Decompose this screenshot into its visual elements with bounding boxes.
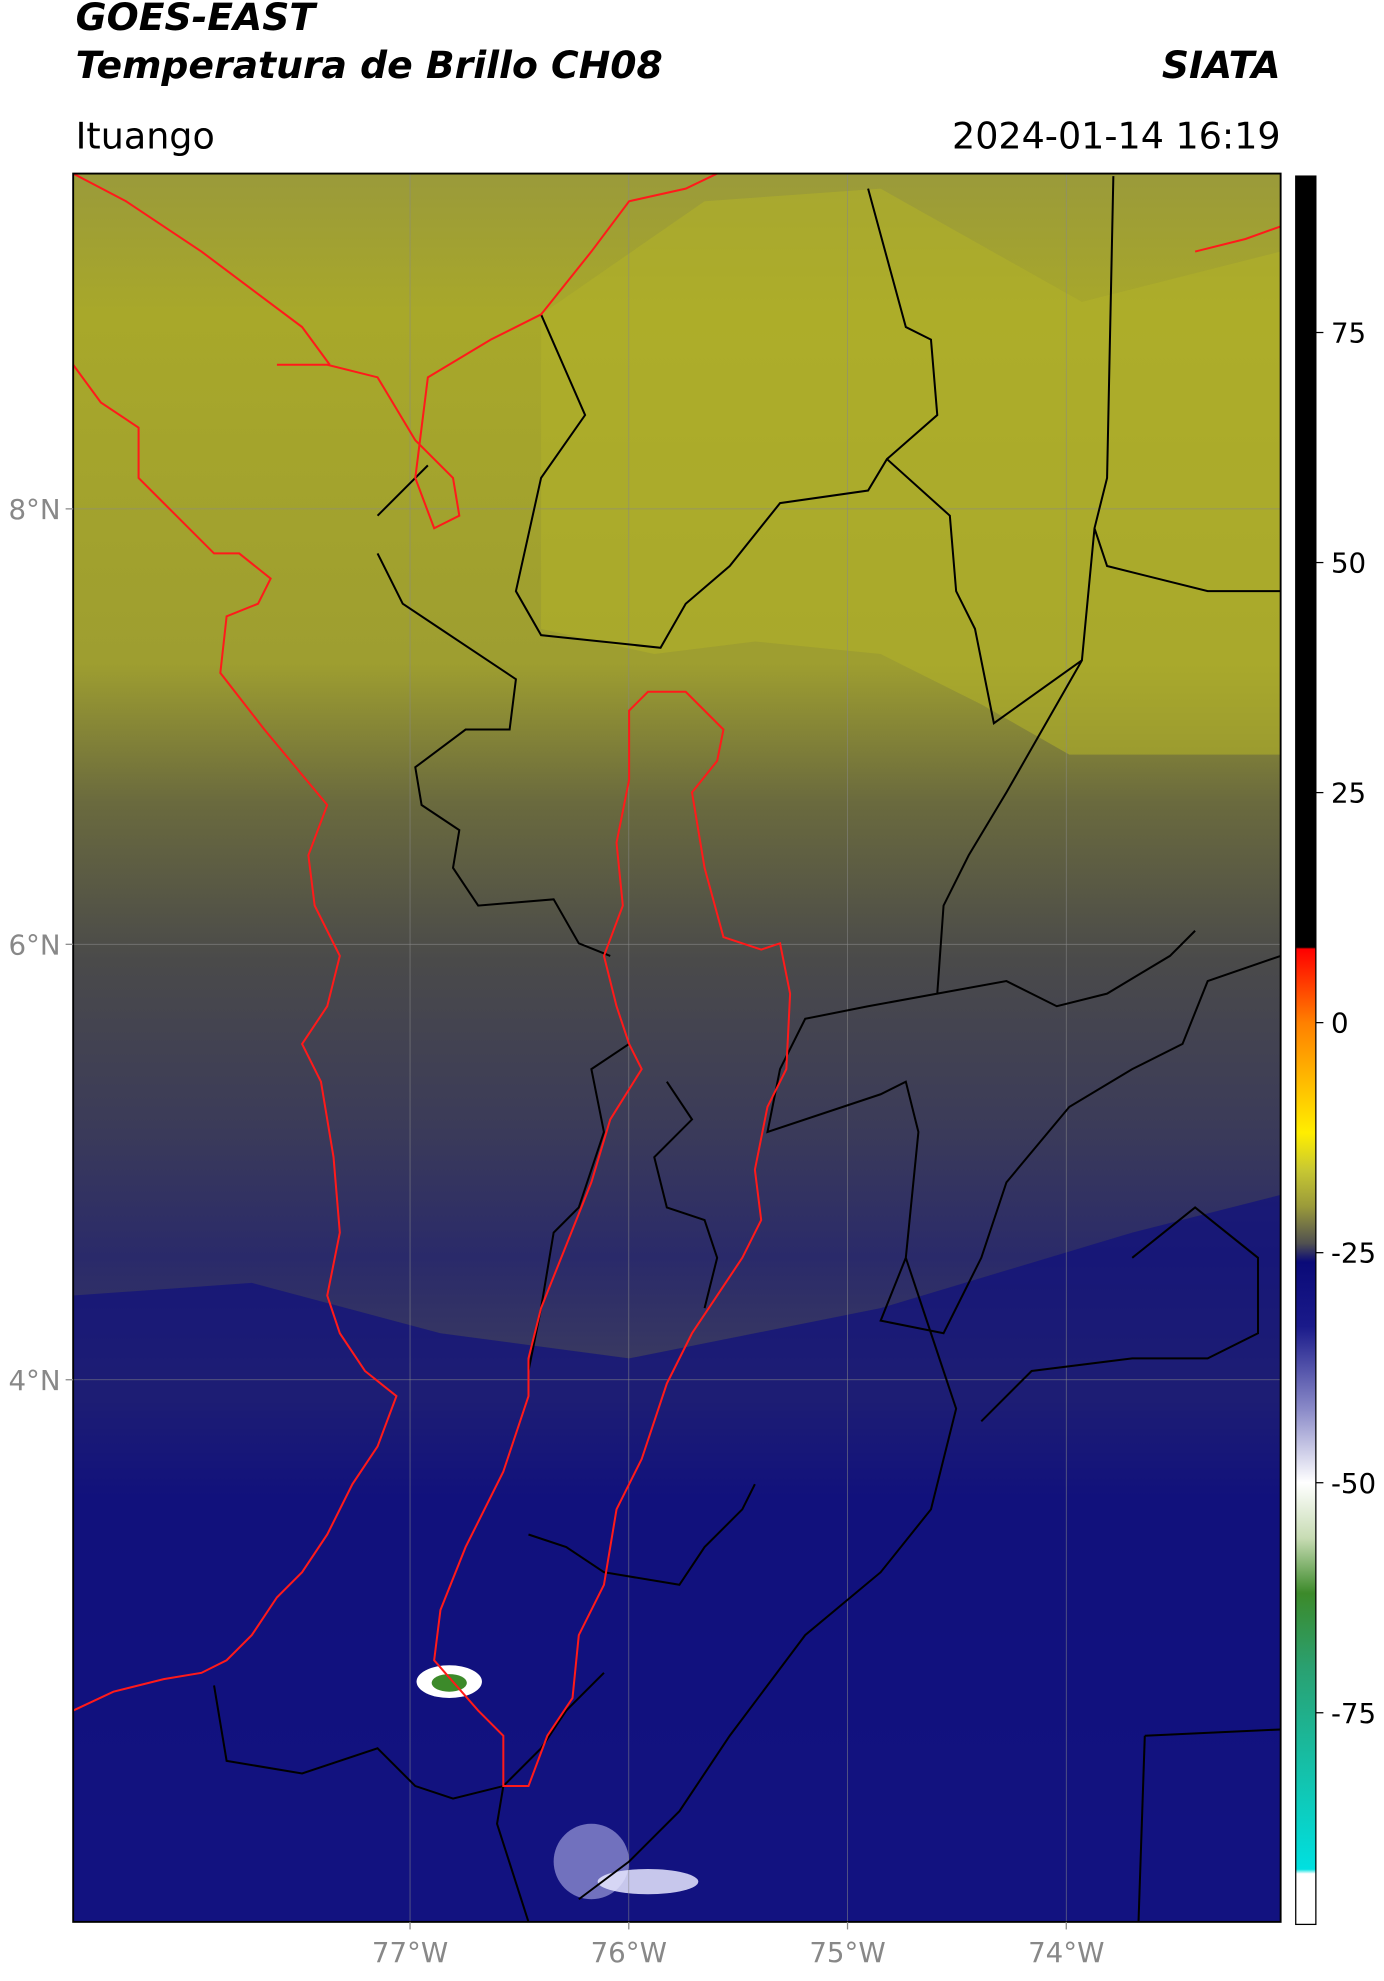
y-tick-label: 6°N — [8, 928, 60, 961]
colorbar-tick-label: 75 — [1331, 317, 1366, 350]
colorbar-ticks: 75 50 25 0 -25 -50 -75 — [1315, 317, 1376, 1730]
colorbar-tick-label: -75 — [1331, 1697, 1376, 1730]
warm-region — [541, 188, 1281, 755]
source: SIATA — [1162, 43, 1281, 87]
colorbar-tick-label: 0 — [1331, 1007, 1349, 1040]
colorbar-tick-label: 50 — [1331, 547, 1366, 580]
cold-cloud — [597, 1869, 699, 1895]
x-tick-label: 77°W — [372, 1936, 448, 1969]
colorbar-tick-label: 25 — [1331, 777, 1366, 810]
x-tick-label: 76°W — [591, 1936, 667, 1969]
axes: 77°W 76°W 75°W 74°W 8°N 6°N 4°N — [8, 493, 1104, 1969]
location: Ituango — [76, 114, 215, 157]
grid — [73, 173, 1281, 1922]
colorbar-tick-label: -50 — [1331, 1467, 1376, 1500]
y-tick-label: 4°N — [8, 1364, 60, 1397]
datetime: 2024-01-14 16:19 — [952, 114, 1281, 157]
colorbar-tick-label: -25 — [1331, 1237, 1376, 1270]
map-area — [73, 173, 1281, 1922]
subtitle: Temperatura de Brillo CH08 — [76, 43, 663, 87]
y-tick-label: 8°N — [8, 493, 60, 526]
map-frame — [72, 172, 1282, 1923]
colorbar — [1295, 175, 1317, 1926]
x-tick-label: 74°W — [1028, 1936, 1104, 1969]
x-tick-label: 75°W — [809, 1936, 885, 1969]
cold-region — [73, 1194, 1281, 1922]
title: GOES-EAST — [76, 0, 319, 39]
